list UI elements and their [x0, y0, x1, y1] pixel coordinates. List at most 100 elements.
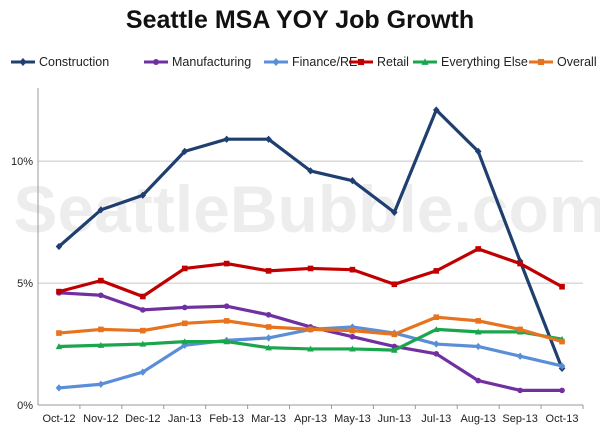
x-tick-label: Oct-12	[42, 413, 75, 425]
data-point-manufacturing	[517, 387, 523, 394]
data-point-retail	[433, 268, 440, 274]
legend-swatch-marker	[19, 58, 27, 66]
x-tick-label: Dec-12	[125, 413, 160, 425]
x-tick-label: Apr-13	[294, 413, 327, 425]
legend-label: Retail	[377, 55, 409, 69]
data-point-manufacturing	[223, 303, 230, 310]
data-point-finance-re	[432, 340, 440, 348]
data-point-everything-else	[432, 326, 440, 333]
data-point-everything-else	[181, 338, 189, 345]
data-point-retail	[181, 265, 188, 272]
y-tick-label: 10%	[11, 156, 33, 168]
series-finance-re	[55, 323, 566, 392]
x-tick-label: Mar-13	[251, 413, 286, 425]
data-point-overall	[517, 326, 523, 333]
data-point-finance-re	[97, 380, 105, 388]
data-point-manufacturing	[265, 311, 272, 318]
legend-swatch	[413, 58, 437, 65]
series-line-retail	[58, 247, 563, 299]
data-point-overall	[98, 326, 104, 333]
legend-swatch	[529, 58, 553, 66]
x-tick-label: Jan-13	[168, 413, 202, 425]
data-point-retail	[265, 268, 272, 274]
data-point-manufacturing	[475, 377, 481, 384]
data-point-everything-else	[265, 344, 272, 351]
data-point-overall	[140, 327, 146, 334]
legend: Construction Manufacturing Finance/RE Retai…	[0, 52, 600, 72]
data-point-overall	[181, 320, 188, 327]
legend-item-manufacturing: Manufacturing	[143, 52, 251, 72]
data-point-everything-else	[474, 328, 482, 335]
legend-swatch-marker	[537, 58, 545, 66]
data-point-retail	[391, 281, 398, 288]
series-manufacturing	[56, 290, 565, 394]
data-point-manufacturing	[433, 350, 440, 357]
data-point-manufacturing	[98, 292, 104, 299]
legend-swatch-marker	[357, 58, 365, 66]
legend-swatch	[144, 58, 168, 66]
data-point-construction	[55, 242, 63, 251]
legend-swatch	[264, 58, 288, 66]
data-point-everything-else	[307, 345, 314, 352]
data-point-manufacturing	[559, 387, 565, 394]
x-tick-label: Aug-13	[460, 413, 495, 425]
data-point-manufacturing	[181, 304, 188, 311]
data-point-retail	[307, 265, 314, 272]
legend-label: Finance/RE	[292, 55, 358, 69]
data-point-construction	[391, 208, 398, 216]
data-point-retail	[140, 293, 146, 300]
series-overall	[56, 314, 565, 345]
x-tick-label: May-13	[334, 413, 371, 425]
x-tick-label: Feb-13	[209, 413, 244, 425]
series-line-finance-re	[58, 325, 563, 390]
data-point-retail	[349, 266, 356, 273]
series-everything-else	[55, 326, 566, 353]
legend-swatch-marker	[421, 58, 429, 65]
data-point-construction	[139, 191, 147, 199]
legend-swatch-marker	[152, 58, 160, 66]
legend-label: Everything Else	[441, 55, 528, 69]
legend-label: Manufacturing	[172, 55, 252, 69]
data-point-overall	[475, 318, 481, 324]
data-point-construction	[349, 177, 356, 185]
data-point-overall	[307, 326, 314, 333]
data-point-retail	[475, 246, 481, 252]
data-point-everything-else	[349, 345, 356, 352]
series-retail	[56, 246, 565, 300]
x-tick-label: Nov-12	[83, 413, 118, 425]
watermark: SeattleBubble.com	[13, 172, 600, 246]
data-point-retail	[56, 288, 62, 295]
data-point-manufacturing	[349, 333, 356, 340]
data-point-retail	[223, 260, 230, 267]
data-point-finance-re	[55, 384, 63, 392]
data-point-overall	[559, 338, 565, 345]
legend-item-overall: Overall	[528, 52, 597, 72]
data-point-manufacturing	[140, 307, 146, 313]
data-point-overall	[56, 330, 62, 336]
x-tick-label: Sep-13	[502, 413, 537, 425]
data-point-overall	[391, 331, 398, 338]
data-point-overall	[349, 327, 356, 334]
data-point-everything-else	[97, 341, 105, 348]
data-point-construction	[265, 135, 272, 143]
data-point-overall	[265, 324, 272, 330]
legend-label: Construction	[39, 55, 110, 69]
chart-title: Seattle MSA YOY Job Growth	[125, 6, 475, 34]
data-point-finance-re	[558, 362, 566, 370]
legend-item-retail: Retail	[348, 52, 409, 72]
data-point-retail	[98, 277, 104, 284]
y-tick-label: 5%	[17, 278, 33, 290]
data-point-retail	[559, 283, 565, 290]
data-point-construction	[474, 147, 482, 156]
data-point-finance-re	[139, 368, 147, 376]
legend-swatch	[349, 58, 373, 66]
data-point-everything-else	[55, 343, 63, 350]
data-point-construction	[432, 106, 440, 114]
legend-label: Overall	[557, 55, 597, 69]
data-point-construction	[307, 167, 314, 175]
legend-item-everything-else: Everything Else	[412, 52, 528, 72]
data-point-overall	[433, 314, 440, 321]
data-point-construction	[181, 147, 189, 156]
x-tick-label: Jun-13	[378, 413, 412, 425]
